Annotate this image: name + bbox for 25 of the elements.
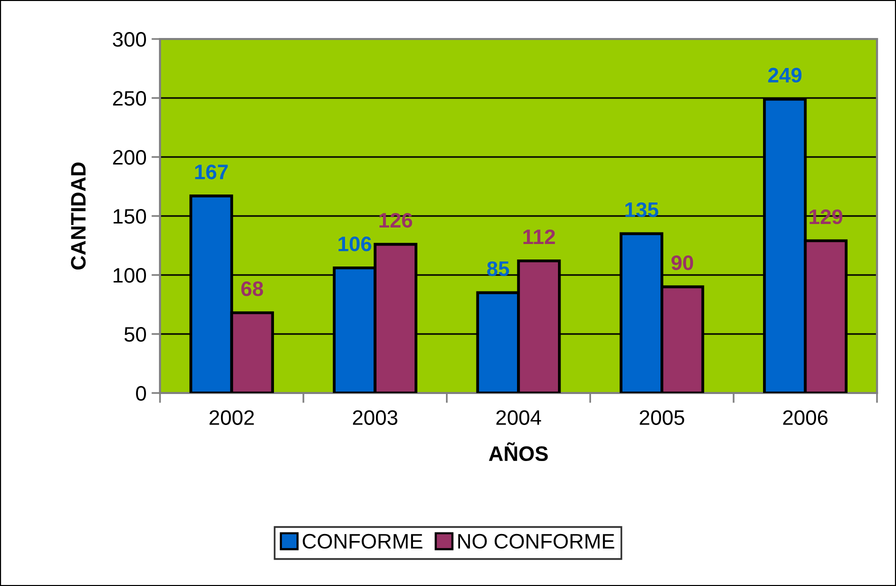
data-label: 135 [625, 202, 658, 218]
y-tick-label: 250 [113, 91, 146, 106]
data-label: 249 [768, 68, 802, 83]
legend-label: CONFORME [302, 534, 422, 549]
y-tick-label: 100 [114, 268, 146, 283]
x-tick-label: 2002 [210, 410, 254, 425]
data-label: 106 [338, 236, 372, 252]
x-axis-title: AÑOS [488, 442, 548, 462]
y-tick-label: 150 [114, 209, 146, 224]
y-tick-label: 0 [136, 386, 146, 401]
data-label: 126 [379, 212, 412, 228]
x-tick-label: 2004 [496, 410, 542, 425]
legend-label: NO CONFORME [458, 534, 614, 549]
x-tick-label: 2006 [783, 410, 828, 425]
data-label: 68 [241, 281, 264, 296]
data-label: 85 [487, 261, 510, 276]
x-tick-label: 2005 [640, 410, 684, 425]
x-tick-label: 2003 [352, 410, 398, 425]
data-label: 112 [523, 229, 555, 244]
y-tick-label: 300 [112, 32, 146, 47]
y-axis-title: CANTIDAD [70, 162, 86, 270]
y-tick-label: 200 [113, 150, 146, 165]
y-tick-label: 50 [124, 327, 146, 342]
data-label: 167 [195, 164, 228, 180]
data-label: 90 [671, 255, 694, 270]
